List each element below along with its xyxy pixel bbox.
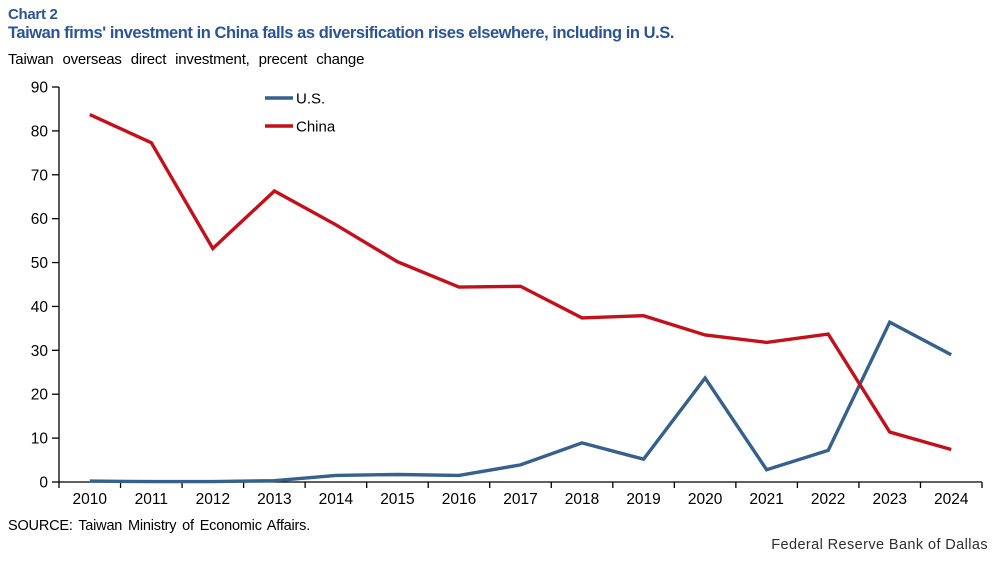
y-tick-label: 60 (31, 211, 49, 228)
y-tick-label: 30 (31, 343, 49, 360)
y-tick-label: 70 (31, 167, 49, 184)
x-tick-label: 2014 (319, 491, 354, 508)
x-tick-label: 2015 (380, 491, 414, 508)
legend-china-label: China (296, 119, 336, 136)
x-tick-label: 2010 (73, 491, 108, 508)
y-tick-label: 10 (31, 431, 49, 448)
us-series-line (89, 319, 952, 484)
y-tick-label: 20 (31, 387, 49, 404)
y-tick-label: 0 (39, 475, 48, 492)
y-tick-label: 80 (31, 123, 49, 140)
x-tick-label: 2020 (688, 491, 723, 508)
y-tick-label: 40 (31, 299, 49, 316)
chart-number-label: Chart 2 (8, 6, 58, 23)
x-tick-label: 2013 (257, 491, 291, 508)
x-tick-label: 2018 (565, 491, 599, 508)
x-tick-label: 2024 (934, 491, 969, 508)
x-tick-label: 2023 (872, 491, 906, 508)
y-tick-label: 90 (31, 80, 49, 97)
x-tick-label: 2017 (503, 491, 537, 508)
chart-title: Taiwan firms' investment in China falls … (8, 24, 674, 42)
x-tick-label: 2021 (749, 491, 783, 508)
chart-subtitle: Taiwan overseas direct investment, prece… (8, 51, 365, 68)
y-tick-label: 50 (31, 255, 49, 272)
x-tick-label: 2011 (135, 491, 168, 508)
x-tick-label: 2022 (811, 491, 845, 508)
x-tick-label: 2016 (442, 491, 476, 508)
source-note: SOURCE: Taiwan Ministry of Economic Affa… (8, 518, 311, 534)
x-tick-label: 2019 (626, 491, 660, 508)
x-tick-label: 2012 (196, 491, 230, 508)
china-series-line (89, 113, 952, 452)
legend-us-label: U.S. (296, 91, 325, 108)
attribution: Federal Reserve Bank of Dallas (771, 537, 988, 553)
